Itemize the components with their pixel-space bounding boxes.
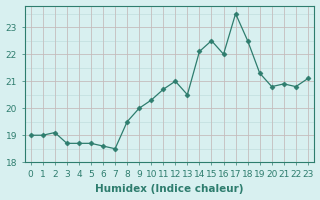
X-axis label: Humidex (Indice chaleur): Humidex (Indice chaleur)	[95, 184, 244, 194]
